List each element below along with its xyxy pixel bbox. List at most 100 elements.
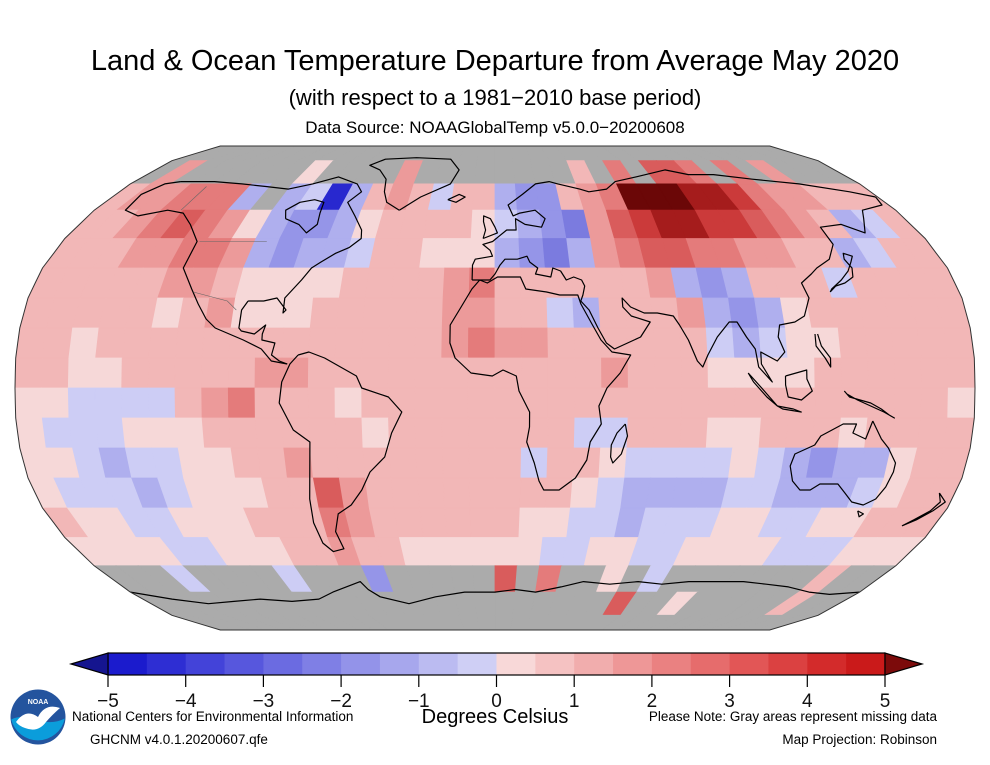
grid-cell	[518, 507, 546, 538]
grid-cell	[652, 327, 682, 359]
grid-cell	[494, 267, 522, 299]
grid-cell	[458, 614, 481, 630]
grid-cell	[626, 417, 656, 449]
grid-cell	[707, 357, 736, 389]
grid-cell	[702, 447, 734, 479]
grid-cell	[368, 614, 405, 630]
grid-cell	[754, 614, 819, 630]
grid-cell	[243, 614, 297, 630]
grid-cell	[650, 447, 681, 479]
grid-cell	[784, 327, 816, 359]
grid-cell	[585, 614, 622, 630]
grid-cell	[207, 614, 267, 630]
footer-org-name: National Centers for Environmental Infor…	[72, 709, 354, 724]
grid-cell	[148, 327, 179, 359]
grid-cell	[147, 357, 176, 389]
grid-cell	[228, 417, 258, 449]
grid-cell	[494, 477, 522, 509]
grid-cell	[416, 267, 446, 299]
grid-cell	[474, 591, 496, 616]
grid-cell	[916, 417, 949, 449]
grid-cell	[388, 297, 418, 329]
noaa-logo-bird-icon	[16, 706, 60, 730]
grid-cell	[676, 447, 707, 479]
noaa-logo-text: NOAA	[28, 699, 49, 706]
grid-cell	[494, 327, 523, 359]
grid-cell	[121, 357, 150, 389]
grid-cell	[174, 387, 203, 419]
grid-cell	[261, 614, 313, 630]
colorbar-over-arrow	[884, 652, 925, 676]
grid-cell	[760, 357, 789, 389]
grid-cell	[308, 417, 338, 449]
grid-cell	[309, 447, 340, 479]
grid-cell	[256, 447, 288, 479]
colorbar-tick-label: 1	[569, 691, 580, 712]
grid-cell	[916, 327, 949, 359]
grid-cell	[283, 297, 314, 329]
colorbar-segment	[108, 653, 148, 675]
grid-cell	[867, 357, 896, 389]
grid-cell	[574, 387, 603, 419]
grid-cell	[680, 387, 709, 419]
grid-cell	[662, 614, 711, 630]
colorbar-tick-label: 2	[647, 691, 658, 712]
grid-cell	[494, 507, 521, 538]
grid-cell	[920, 357, 949, 389]
colorbar-segment	[418, 653, 459, 675]
grid-cell	[600, 614, 640, 630]
grid-cell	[334, 387, 363, 419]
colorbar-tick-label: −1	[408, 691, 430, 712]
grid-cell	[864, 417, 895, 449]
grid-cell	[732, 327, 762, 359]
colorbar-segment	[846, 653, 886, 675]
grid-cell	[494, 387, 523, 419]
grid-cell	[521, 357, 549, 389]
grid-cell	[738, 614, 801, 630]
noaa-logo: NOAA	[9, 688, 67, 746]
grid-cell	[547, 357, 576, 389]
grid-cell	[705, 417, 736, 449]
grid-cell	[840, 357, 869, 389]
grid-cell	[470, 537, 496, 567]
grid-cell	[947, 387, 975, 419]
grid-cell	[228, 327, 258, 359]
grid-cell	[315, 614, 360, 630]
grid-cell	[41, 327, 74, 359]
grid-cell	[494, 537, 520, 567]
colorbar-tick-label: 0	[491, 691, 502, 712]
grid-cell	[415, 447, 444, 479]
grid-cell	[758, 417, 789, 449]
grid-cell	[174, 327, 206, 359]
grid-cell	[254, 387, 283, 419]
grid-cell	[624, 447, 654, 479]
grid-cell	[230, 447, 262, 479]
grid-cell	[574, 357, 603, 389]
grid-cell	[446, 209, 474, 239]
grid-cell	[390, 477, 421, 509]
grid-cell	[787, 357, 816, 389]
grid-cell	[334, 357, 363, 389]
grid-cell	[546, 297, 575, 329]
colorbar-segment	[768, 653, 808, 675]
grid-cell	[364, 477, 395, 509]
grid-cell	[947, 357, 975, 389]
grid-cell	[414, 387, 443, 419]
grid-cell	[494, 417, 523, 449]
grid-cell	[472, 565, 496, 593]
grid-cell	[943, 327, 975, 359]
grid-cell	[494, 183, 518, 211]
grid-cell	[201, 387, 230, 419]
grid-cell	[468, 477, 496, 509]
grid-cell	[654, 387, 683, 419]
grid-cell	[204, 447, 236, 479]
grid-cell	[68, 417, 100, 449]
grid-cell	[494, 297, 522, 329]
grid-cell	[419, 238, 448, 269]
page-subtitle: (with respect to a 1981−2010 base period…	[288, 85, 702, 110]
grid-cell	[281, 327, 311, 359]
grid-cell	[693, 614, 747, 630]
anomaly-grid	[15, 146, 975, 630]
grid-cell	[387, 357, 416, 389]
grid-cell	[148, 417, 179, 449]
